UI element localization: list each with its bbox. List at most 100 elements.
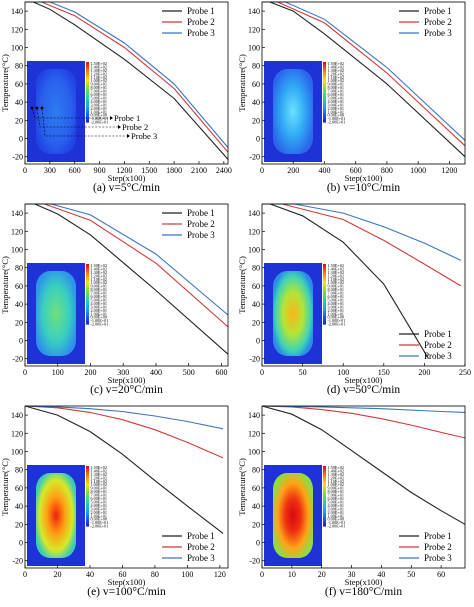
colorbar-label: 1.30E+02 [91, 270, 107, 275]
colorbar-label: 8.00E+01 [328, 85, 344, 90]
colorbar-label: 1.10E+02 [328, 277, 344, 282]
y-tick-label: 140 [11, 7, 23, 16]
colorbar-label: -2.00E+01 [91, 120, 109, 125]
colorbar-label: 3.00E+01 [91, 506, 107, 511]
panel-4: 1.50E+021.40E+021.30E+021.20E+021.10E+02… [0, 405, 229, 598]
colorbar-label: 0.00E+00 [91, 113, 107, 118]
colorbar-label: 1.30E+02 [328, 68, 344, 73]
colorbar-label: 3.00E+01 [328, 102, 344, 107]
plot-frame [261, 203, 466, 367]
colorbar-label: 6.00E+01 [91, 92, 107, 97]
colorbar-label: 1.30E+02 [91, 472, 107, 477]
colorbar-label: 1.00E+02 [328, 78, 344, 83]
colorbar-label: 3.00E+01 [91, 102, 107, 107]
y-tick-label: 20 [15, 318, 23, 327]
colorbar-label: 1.00E+01 [91, 513, 107, 518]
colorbar-label: 1.00E+01 [328, 513, 344, 518]
y-tick-label: 140 [248, 209, 260, 218]
y-tick-label: -20 [249, 557, 260, 566]
y-axis-label: Temperature(°C) [237, 256, 247, 314]
x-axis-label: Step(x100) [108, 375, 146, 385]
colorbar-label: 8.00E+01 [91, 287, 107, 292]
x-tick-label: 100 [337, 368, 349, 377]
y-axis-label: Temperature(°C) [0, 54, 10, 112]
colorbar-label: 5.00E+01 [328, 297, 344, 302]
y-tick-label: 20 [15, 116, 23, 125]
y-tick-label: -20 [249, 153, 260, 162]
heatmap-inset: 1.50E+021.40E+021.30E+021.20E+021.10E+02… [264, 465, 345, 566]
heatmap-inset: 1.50E+021.40E+021.30E+021.20E+021.10E+02… [264, 263, 345, 364]
y-tick-label: 20 [252, 318, 260, 327]
colorbar-label: -2.00E+01 [328, 322, 346, 327]
y-tick-label: 140 [248, 7, 260, 16]
y-tick-label: 0 [256, 135, 260, 144]
colorbar-label: 1.40E+02 [328, 468, 344, 473]
legend-label: Probe 1 [424, 531, 452, 541]
y-tick-label: 0 [19, 135, 23, 144]
series-line-2 [261, 405, 466, 439]
legend-label: Probe 3 [187, 553, 215, 563]
x-tick-label: 0 [260, 166, 264, 175]
y-tick-label: -20 [12, 557, 23, 566]
colorbar-label: 4.00E+01 [328, 503, 344, 508]
series-line-1 [261, 405, 466, 525]
y-tick-label: 120 [11, 227, 23, 236]
x-tick-label: 1000 [410, 166, 426, 175]
colorbar-label: 5.00E+01 [91, 297, 107, 302]
probe-label: Probe 1 [114, 113, 140, 123]
legend-label: Probe 2 [187, 219, 215, 229]
y-tick-label: -20 [12, 355, 23, 364]
panel-caption: (b) v=10°C/min [327, 182, 401, 194]
colorbar-label: 6.00E+01 [91, 294, 107, 299]
x-tick-label: 1200 [116, 166, 132, 175]
legend-label: Probe 1 [187, 6, 215, 16]
y-tick-label: 40 [15, 98, 23, 107]
colorbar-label: 1.40E+02 [328, 64, 344, 69]
x-tick-label: 100 [52, 368, 64, 377]
x-tick-label: 1200 [441, 166, 457, 175]
y-tick-label: 20 [252, 116, 260, 125]
colorbar-label: 9.00E+01 [328, 284, 344, 289]
colorbar-label: 1.30E+02 [328, 472, 344, 477]
x-tick-label: 2400 [216, 166, 232, 175]
panel-caption: (e) v=100°C/min [87, 586, 166, 598]
colorbar-label: 0.00E+00 [328, 315, 344, 320]
x-tick-label: 0 [23, 166, 27, 175]
probe-label: Probe 3 [131, 131, 157, 141]
colorbar-label: 4.00E+01 [91, 99, 107, 104]
colorbar-label: 9.00E+01 [91, 486, 107, 491]
probe-label: Probe 2 [122, 122, 148, 132]
x-tick-label: 150 [378, 368, 390, 377]
colorbar-label: -1.00E+01 [91, 116, 109, 121]
y-tick-label: 140 [248, 411, 260, 420]
colorbar-label: -1.00E+01 [328, 318, 346, 323]
x-tick-label: 300 [44, 166, 56, 175]
plot-frame [261, 1, 466, 165]
panel-caption: (c) v=20°C/min [90, 384, 163, 396]
colorbar-label: 1.00E+01 [328, 109, 344, 114]
colorbar-label: 2.00E+01 [91, 308, 107, 313]
x-axis-label: Step(x100) [108, 173, 146, 183]
colorbar-label: 9.00E+01 [91, 82, 107, 87]
x-tick-label: 1800 [166, 166, 182, 175]
x-tick-label: 40 [86, 570, 94, 579]
y-tick-label: -20 [249, 355, 260, 364]
colorbar-label: 5.00E+01 [91, 95, 107, 100]
series-line-3 [24, 405, 224, 430]
panel-5: 1.50E+021.40E+021.30E+021.20E+021.10E+02… [237, 405, 466, 598]
colorbar-label: 5.00E+01 [328, 499, 344, 504]
colorbar-label: 7.00E+01 [91, 291, 107, 296]
x-tick-label: 20 [318, 570, 326, 579]
y-tick-label: 120 [11, 25, 23, 34]
probe-point [30, 106, 34, 110]
colorbar-label: 4.00E+01 [328, 99, 344, 104]
y-tick-label: 40 [15, 300, 23, 309]
colorbar-label: 1.00E+02 [91, 78, 107, 83]
colorbar-label: 1.20E+02 [328, 71, 344, 76]
x-axis-label: Step(x100) [345, 577, 383, 587]
y-tick-label: 80 [15, 264, 23, 273]
y-axis-label: Temperature(°C) [0, 458, 10, 516]
y-tick-label: 60 [252, 484, 260, 493]
colorbar-label: 1.20E+02 [91, 475, 107, 480]
x-tick-label: 900 [94, 166, 106, 175]
